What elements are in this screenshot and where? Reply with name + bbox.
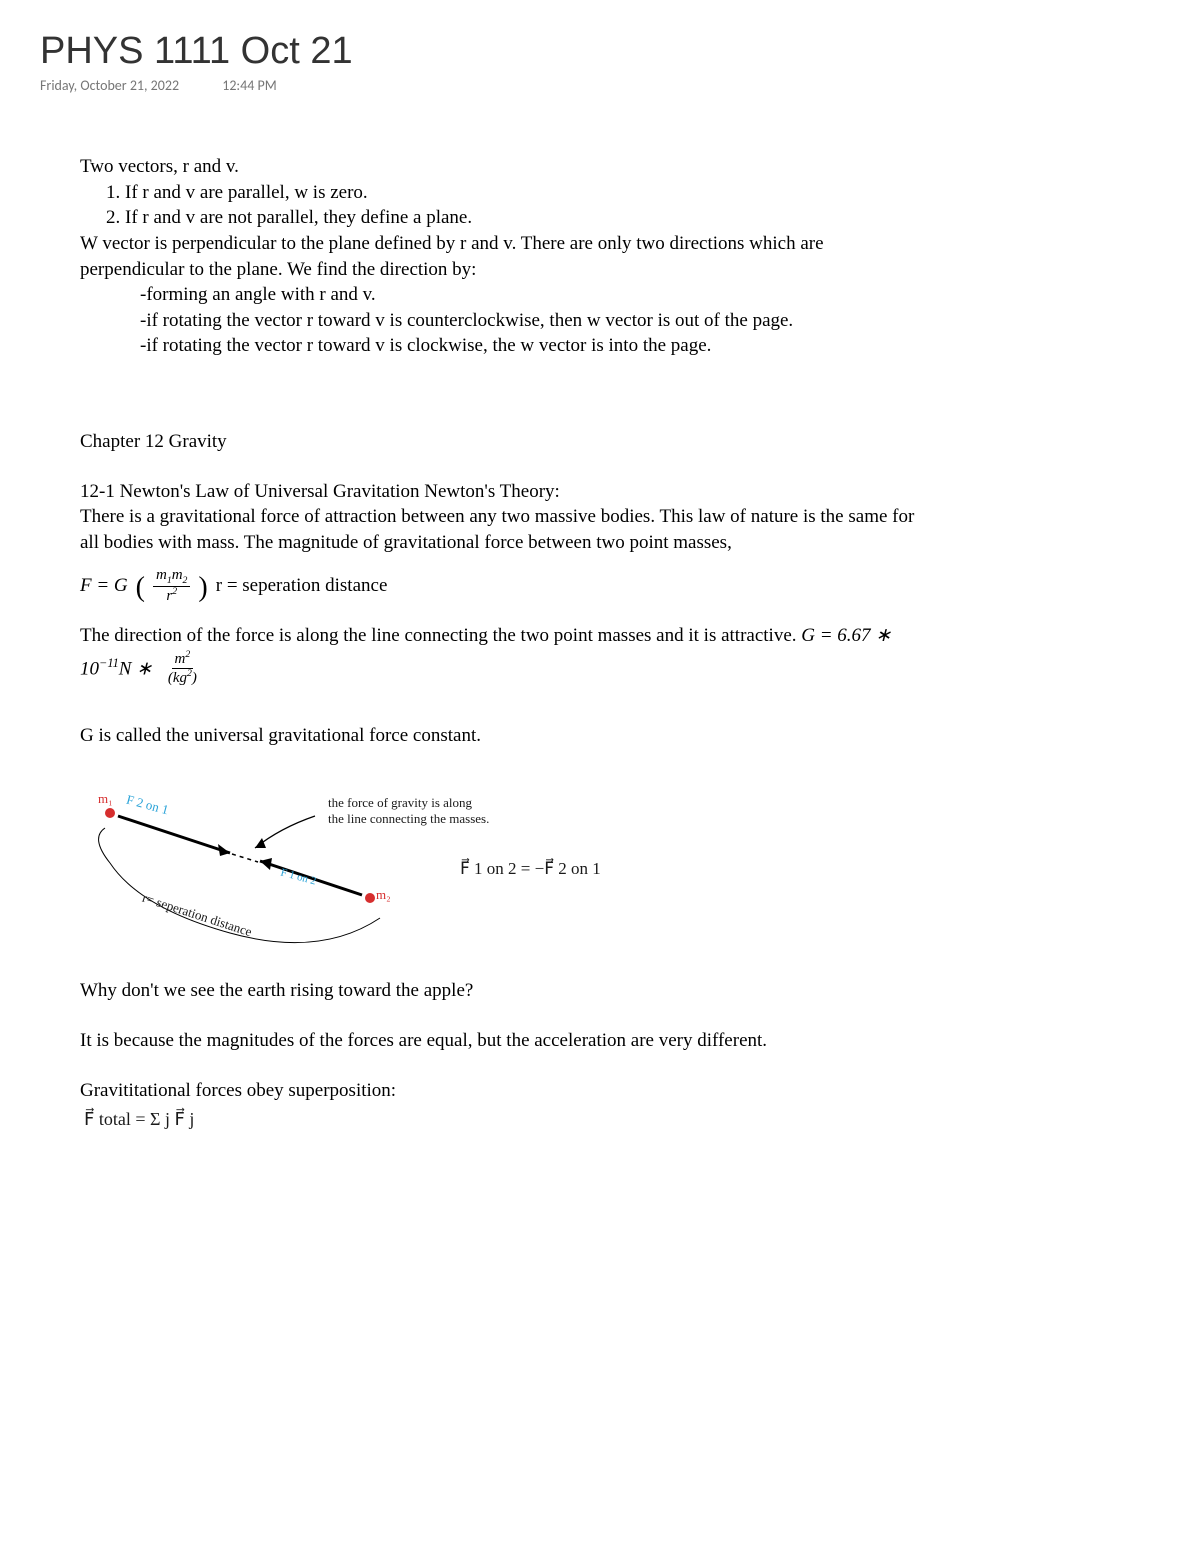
date: Friday, October 21, 2022 xyxy=(40,77,179,94)
list-item-2: 2. If r and v are not parallel, they def… xyxy=(80,205,1160,231)
force-pair-eqn: F⃗ 1 on 2 = −F⃗ 2 on 1 xyxy=(460,858,601,881)
r-sep-label: r = seperation distance xyxy=(216,573,388,599)
gravity-p2: all bodies with mass. The magnitude of g… xyxy=(80,530,1160,556)
w-vector-p2: perpendicular to the plane. We find the … xyxy=(80,257,1160,283)
intro-line: Two vectors, r and v. xyxy=(80,154,1160,180)
sub-item-1: -forming an angle with r and v. xyxy=(80,282,1160,308)
chapter-heading: Chapter 12 Gravity xyxy=(80,429,1160,455)
gravity-p1: There is a gravitational force of attrac… xyxy=(80,504,1160,530)
w-vector-p1: W vector is perpendicular to the plane d… xyxy=(80,231,1160,257)
gravity-formula: F = G ( m1m2 r2 ) r = seperation distanc… xyxy=(80,568,1160,605)
apple-answer: It is because the magnitudes of the forc… xyxy=(80,1028,1160,1054)
note-line-1: the force of gravity is along xyxy=(328,794,472,812)
time: 12:44 PM xyxy=(222,77,277,94)
list-item-1: 1. If r and v are parallel, w is zero. xyxy=(80,180,1160,206)
m1-label: m₁ xyxy=(98,790,113,808)
direction-line: The direction of the force is along the … xyxy=(80,623,1160,649)
m2-label: m₂ xyxy=(376,886,391,904)
g-constant-line: G is called the universal gravitational … xyxy=(80,723,1160,749)
note-content: Two vectors, r and v. 1. If r and v are … xyxy=(40,154,1160,1132)
note-line-2: the line connecting the masses. xyxy=(328,810,489,828)
gravity-diagram: m₁ m₂ F 2 on 1 F 1 on 2 r= seperation di… xyxy=(80,778,680,958)
superposition-eqn: F⃗ total = Σ j F⃗ j xyxy=(84,1107,1160,1131)
page-title: PHYS 1111 Oct 21 xyxy=(40,30,1160,73)
sub-item-2: -if rotating the vector r toward v is co… xyxy=(80,308,1160,334)
section-title: 12-1 Newton's Law of Universal Gravitati… xyxy=(80,479,1160,505)
superposition-line: Gravititational forces obey superpositio… xyxy=(80,1078,1160,1104)
timestamp: Friday, October 21, 2022 12:44 PM xyxy=(40,77,1160,94)
apple-question: Why don't we see the earth rising toward… xyxy=(80,978,1160,1004)
sub-item-3: -if rotating the vector r toward v is cl… xyxy=(80,333,1160,359)
g-value-formula: 10−11N ∗ m2 (kg2) xyxy=(80,650,1160,687)
